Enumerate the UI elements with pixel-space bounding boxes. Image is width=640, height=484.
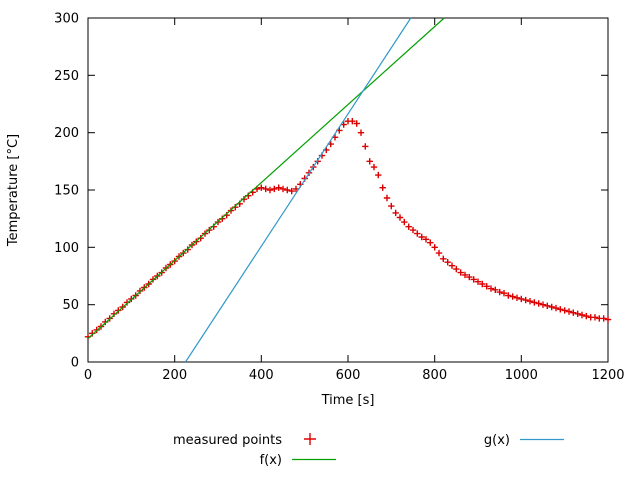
y-tick-label: 50 [62,298,79,313]
plot-frame [87,17,609,363]
y-tick-label: 200 [54,126,79,141]
x-tick-label: 800 [422,368,447,383]
y-tick-label: 300 [54,12,79,27]
y-tick-label: 100 [54,241,79,256]
x-tick-label: 1000 [505,368,538,383]
legend-samples [292,433,564,461]
y-tick-label: 250 [54,69,79,84]
x-tick-label: 0 [84,368,92,383]
x-axis-label: Time [s] [321,393,375,408]
x-tick-label: 1200 [591,368,624,383]
plot-area: 0 200 400 600 800 1000 1200 0 50 100 150 200 250 300 [54,12,624,384]
legend-label-g: g(x) [484,433,510,448]
y-axis-label: Temperature [°C] [6,134,21,247]
fit-line [87,17,445,339]
x-tick-label: 600 [336,368,361,383]
fit-line [184,17,412,363]
y-tick-label: 150 [54,184,79,199]
x-tick-label: 200 [162,368,187,383]
legend-label-measured-points: measured points [173,433,282,448]
y-tick-label: 0 [71,356,79,371]
legend-marker-measured [304,433,316,445]
x-tick-label: 400 [249,368,274,383]
legend-label-f: f(x) [260,453,282,468]
legend: measured points g(x) f(x) [173,433,564,468]
